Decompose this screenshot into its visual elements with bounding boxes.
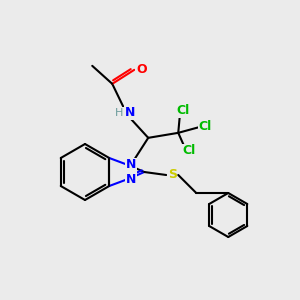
Text: Cl: Cl bbox=[177, 104, 190, 117]
Text: S: S bbox=[168, 169, 177, 182]
Text: Cl: Cl bbox=[199, 120, 212, 133]
Text: H: H bbox=[115, 108, 123, 118]
Text: O: O bbox=[136, 63, 147, 76]
Text: N: N bbox=[126, 158, 136, 171]
Text: N: N bbox=[125, 106, 135, 119]
Text: Cl: Cl bbox=[183, 144, 196, 157]
Text: N: N bbox=[126, 173, 136, 186]
